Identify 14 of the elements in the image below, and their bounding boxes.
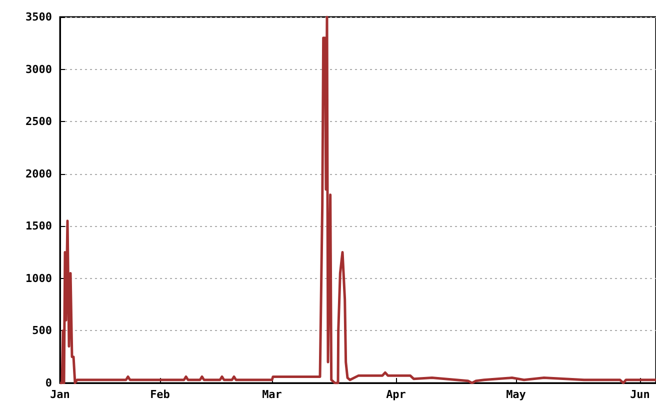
x-tick-label: Mar — [262, 388, 282, 401]
x-tick-label: May — [506, 388, 526, 401]
y-tick-label: 0 — [45, 376, 52, 390]
y-tick-label: 1000 — [26, 272, 52, 285]
y-tick-label: 2000 — [26, 167, 52, 180]
x-tick-label: Jan — [50, 388, 70, 401]
y-tick-label: 3000 — [26, 62, 52, 76]
x-tick-label: Jun — [630, 388, 650, 401]
y-tick-label: 3500 — [26, 10, 52, 24]
y-tick-label: 2500 — [26, 115, 52, 128]
y-tick-label: 1500 — [26, 220, 52, 233]
x-tick-label: Feb — [150, 388, 170, 401]
y-tick-label: 500 — [32, 324, 52, 338]
x-tick-label: Apr — [386, 388, 406, 401]
